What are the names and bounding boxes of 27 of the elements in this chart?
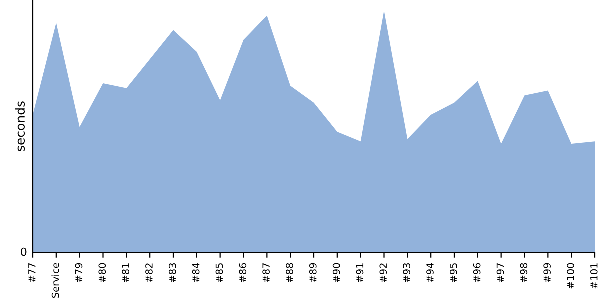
x-tick-label: #90 <box>332 263 340 282</box>
x-tick-label: #97 <box>496 264 504 282</box>
x-tick-label: #82 <box>146 264 153 282</box>
x-tick-label: #85 <box>216 264 224 282</box>
x-tick-label: #99 <box>544 263 551 282</box>
x-tick-label: #77 <box>28 264 36 282</box>
x-tick-label: #81 <box>122 264 130 282</box>
text: 0 <box>21 248 27 256</box>
x-tick-label: #100 <box>567 263 574 289</box>
x-tick-label: #91 <box>356 264 364 282</box>
x-tick-label: #87 <box>262 264 270 282</box>
x-tick-label: #86 <box>239 263 247 282</box>
x-tick-label: #96 <box>473 263 481 282</box>
x-tick-label: #92 <box>380 264 388 282</box>
x-tick-label: #89 <box>309 263 317 282</box>
y-axis-title: seconds <box>15 102 26 152</box>
x-tick-label: #98 <box>520 263 528 282</box>
x-tick-label: #94 <box>426 263 434 282</box>
x-tick-label: #83 <box>168 264 176 282</box>
x-tick-label: #95 <box>450 264 458 282</box>
x-tick-label: #79 <box>75 263 83 282</box>
x-tick-label: #93 <box>403 264 410 282</box>
x-tick-label: #88 <box>286 263 294 282</box>
x-tick-label: #80 <box>98 263 106 282</box>
x-tick-label: Service <box>52 263 60 298</box>
x-tick-label: #84 <box>192 263 200 282</box>
x-tick-label: #101 <box>590 264 598 289</box>
